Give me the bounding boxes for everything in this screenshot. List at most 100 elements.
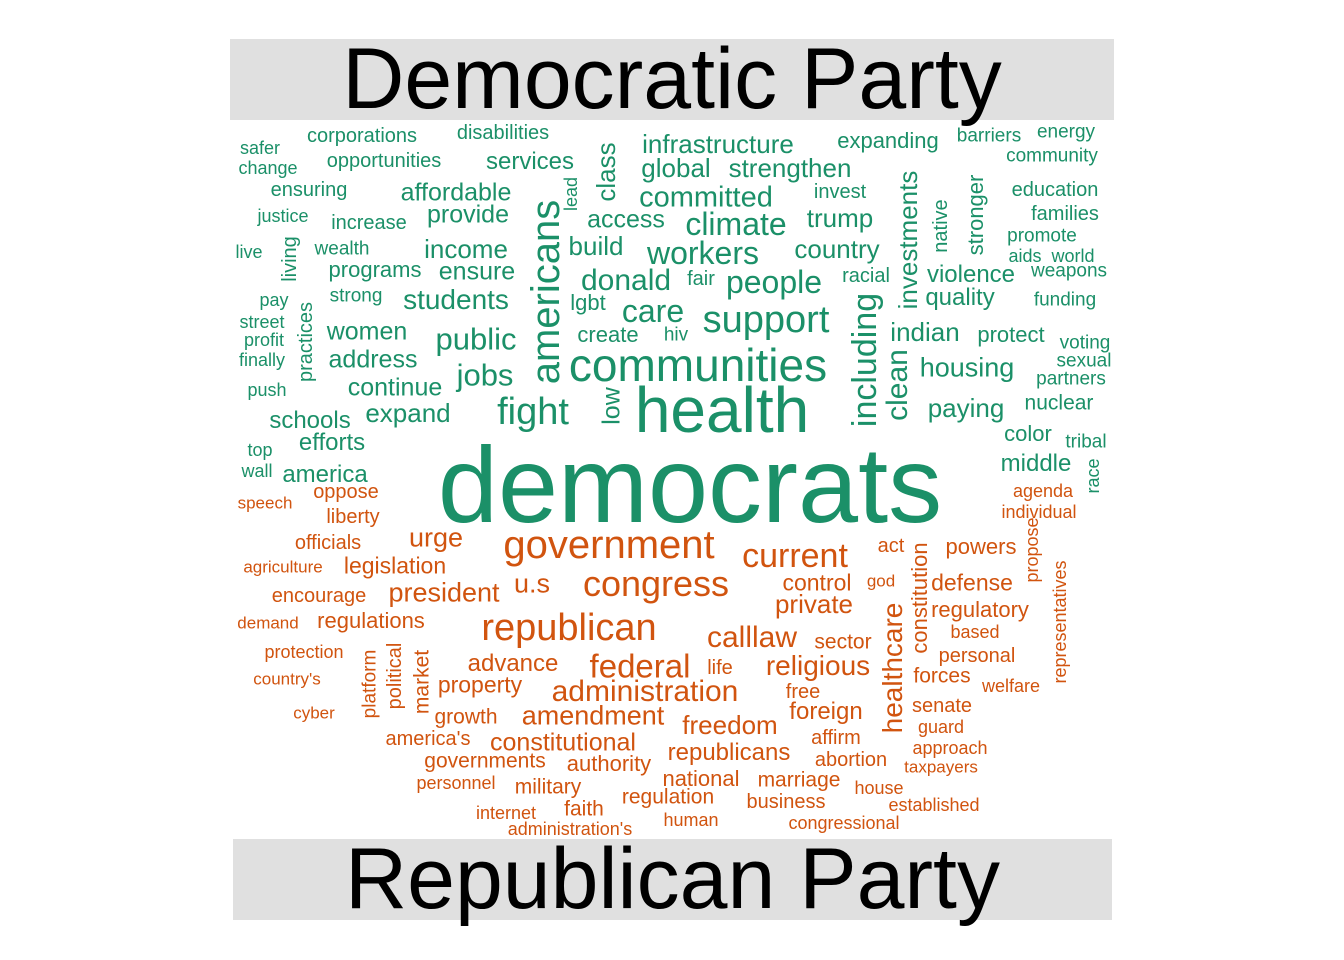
- democratic-word-committed: committed: [639, 181, 773, 214]
- republican-word-senate: senate: [911, 695, 973, 717]
- democratic-word-paying: paying: [927, 393, 1005, 423]
- republican-word-protection: protection: [264, 642, 344, 662]
- democratic-word-education: education: [1011, 179, 1099, 201]
- democratic-word-climate: climate: [685, 206, 787, 242]
- republican-word-established: established: [888, 795, 980, 815]
- democratic-word-services: services: [485, 148, 575, 175]
- republican-word-affirm: affirm: [811, 727, 861, 749]
- republican-word-marriage: marriage: [757, 768, 841, 792]
- democratic-word-living: living: [279, 236, 301, 282]
- republican-word-constitution: constitution: [907, 542, 932, 654]
- democratic-word-affordable: affordable: [400, 178, 512, 207]
- democratic-word-finally: finally: [238, 350, 286, 370]
- republican-word-internet: internet: [475, 803, 537, 823]
- democratic-word-families: families: [1031, 203, 1099, 225]
- republican-word-administration-s: administration's: [507, 819, 633, 839]
- republican-word-powers: powers: [945, 534, 1017, 559]
- democratic-word-communities: communities: [568, 339, 828, 391]
- democratic-word-energy: energy: [1036, 121, 1096, 143]
- democratic-party-title: Democratic Party: [230, 31, 1114, 127]
- republican-word-individual: individual: [1001, 502, 1077, 522]
- democratic-word-invest: invest: [813, 181, 867, 203]
- democratic-word-increase: increase: [331, 212, 407, 234]
- republican-word-freedom: freedom: [682, 710, 778, 740]
- republican-word-personnel: personnel: [416, 773, 496, 793]
- democratic-word-low: low: [597, 387, 626, 425]
- democratic-word-people: people: [725, 264, 823, 300]
- democratic-word-strengthen: strengthen: [728, 153, 852, 183]
- democratic-word-expand: expand: [365, 398, 451, 428]
- republican-word-urge: urge: [408, 522, 464, 553]
- democratic-word-violence: violence: [926, 261, 1016, 288]
- republican-word-current: current: [742, 537, 848, 575]
- republican-word-personal: personal: [938, 645, 1016, 667]
- republican-word-business: business: [746, 791, 826, 813]
- democratic-word-care: care: [621, 293, 685, 329]
- democratic-word-justice: justice: [257, 206, 309, 226]
- republican-word-national: national: [662, 766, 740, 791]
- democratic-word-top: top: [247, 440, 273, 460]
- democratic-word-access: access: [587, 205, 665, 234]
- democratic-word-infrastructure: infrastructure: [642, 129, 794, 159]
- democratic-word-global: global: [641, 153, 711, 183]
- democratic-word-wealth: wealth: [314, 238, 370, 260]
- republican-word-u-s: u.s: [513, 568, 551, 599]
- democratic-word-stronger: stronger: [963, 174, 988, 256]
- democratic-word-corporations: corporations: [306, 125, 418, 147]
- republican-word-amendment: amendment: [521, 700, 665, 731]
- republican-word-foreign: foreign: [789, 698, 863, 725]
- democratic-word-quality: quality: [925, 284, 995, 311]
- republican-word-growth: growth: [434, 705, 498, 729]
- republican-word-agriculture: agriculture: [243, 557, 323, 577]
- republican-word-platform: platform: [359, 649, 381, 719]
- republican-word-house: house: [854, 778, 904, 798]
- republican-word-cyber: cyber: [293, 703, 335, 723]
- democratic-word-disabilities: disabilities: [456, 122, 550, 144]
- republican-word-forces: forces: [913, 664, 971, 688]
- democratic-word-support: support: [702, 299, 830, 341]
- democratic-word-ensuring: ensuring: [270, 179, 348, 201]
- democratic-word-schools: schools: [269, 407, 351, 434]
- republican-word-life: life: [707, 657, 733, 679]
- republican-word-demand: demand: [237, 613, 299, 633]
- democratic-word-women: women: [326, 317, 408, 346]
- democratic-word-housing: housing: [919, 352, 1015, 383]
- republican-word-abortion: abortion: [814, 749, 888, 771]
- republican-word-legislation: legislation: [343, 552, 447, 579]
- democratic-word-including: including: [846, 292, 884, 428]
- republican-word-advance: advance: [467, 650, 559, 677]
- democratic-word-jobs: jobs: [456, 357, 514, 393]
- republican-word-free: free: [785, 681, 821, 703]
- democratic-word-country: country: [794, 234, 880, 264]
- democratic-word-weapons: weapons: [1030, 260, 1108, 282]
- democratic-word-street: street: [239, 312, 285, 332]
- democratic-word-nuclear: nuclear: [1024, 391, 1094, 415]
- republican-word-approach: approach: [912, 738, 988, 758]
- democratic-word-profit: profit: [243, 330, 285, 350]
- democratic-word-investments: investments: [893, 170, 923, 310]
- republican-word-encourage: encourage: [271, 585, 367, 607]
- democratic-word-race: race: [1083, 458, 1103, 494]
- democratic-word-pay: pay: [259, 290, 289, 310]
- democratic-word-provide: provide: [427, 200, 509, 229]
- democratic-word-efforts: efforts: [298, 429, 366, 456]
- democratic-word-donald: donald: [580, 264, 672, 297]
- republican-word-federal: federal: [589, 647, 691, 685]
- democratic-word-color: color: [1004, 421, 1052, 446]
- democratic-word-health: health: [634, 374, 810, 446]
- republican-word-republicans: republicans: [667, 739, 791, 766]
- republican-word-regulations: regulations: [317, 608, 425, 633]
- republican-word-administration: administration: [551, 675, 739, 708]
- democratic-word-students: students: [403, 284, 509, 315]
- republican-word-representatives: representatives: [1050, 560, 1070, 684]
- republican-word-propose: propose: [1022, 517, 1042, 583]
- democratic-word-middle: middle: [1000, 450, 1072, 477]
- democratic-word-class: class: [591, 142, 621, 202]
- republican-word-speech: speech: [237, 493, 293, 513]
- democratic-word-voting: voting: [1059, 332, 1111, 354]
- republican-word-act: act: [877, 535, 905, 557]
- democratic-word-tribal: tribal: [1065, 431, 1107, 453]
- democratic-word-native: native: [930, 199, 952, 253]
- democratic-word-change: change: [238, 158, 298, 178]
